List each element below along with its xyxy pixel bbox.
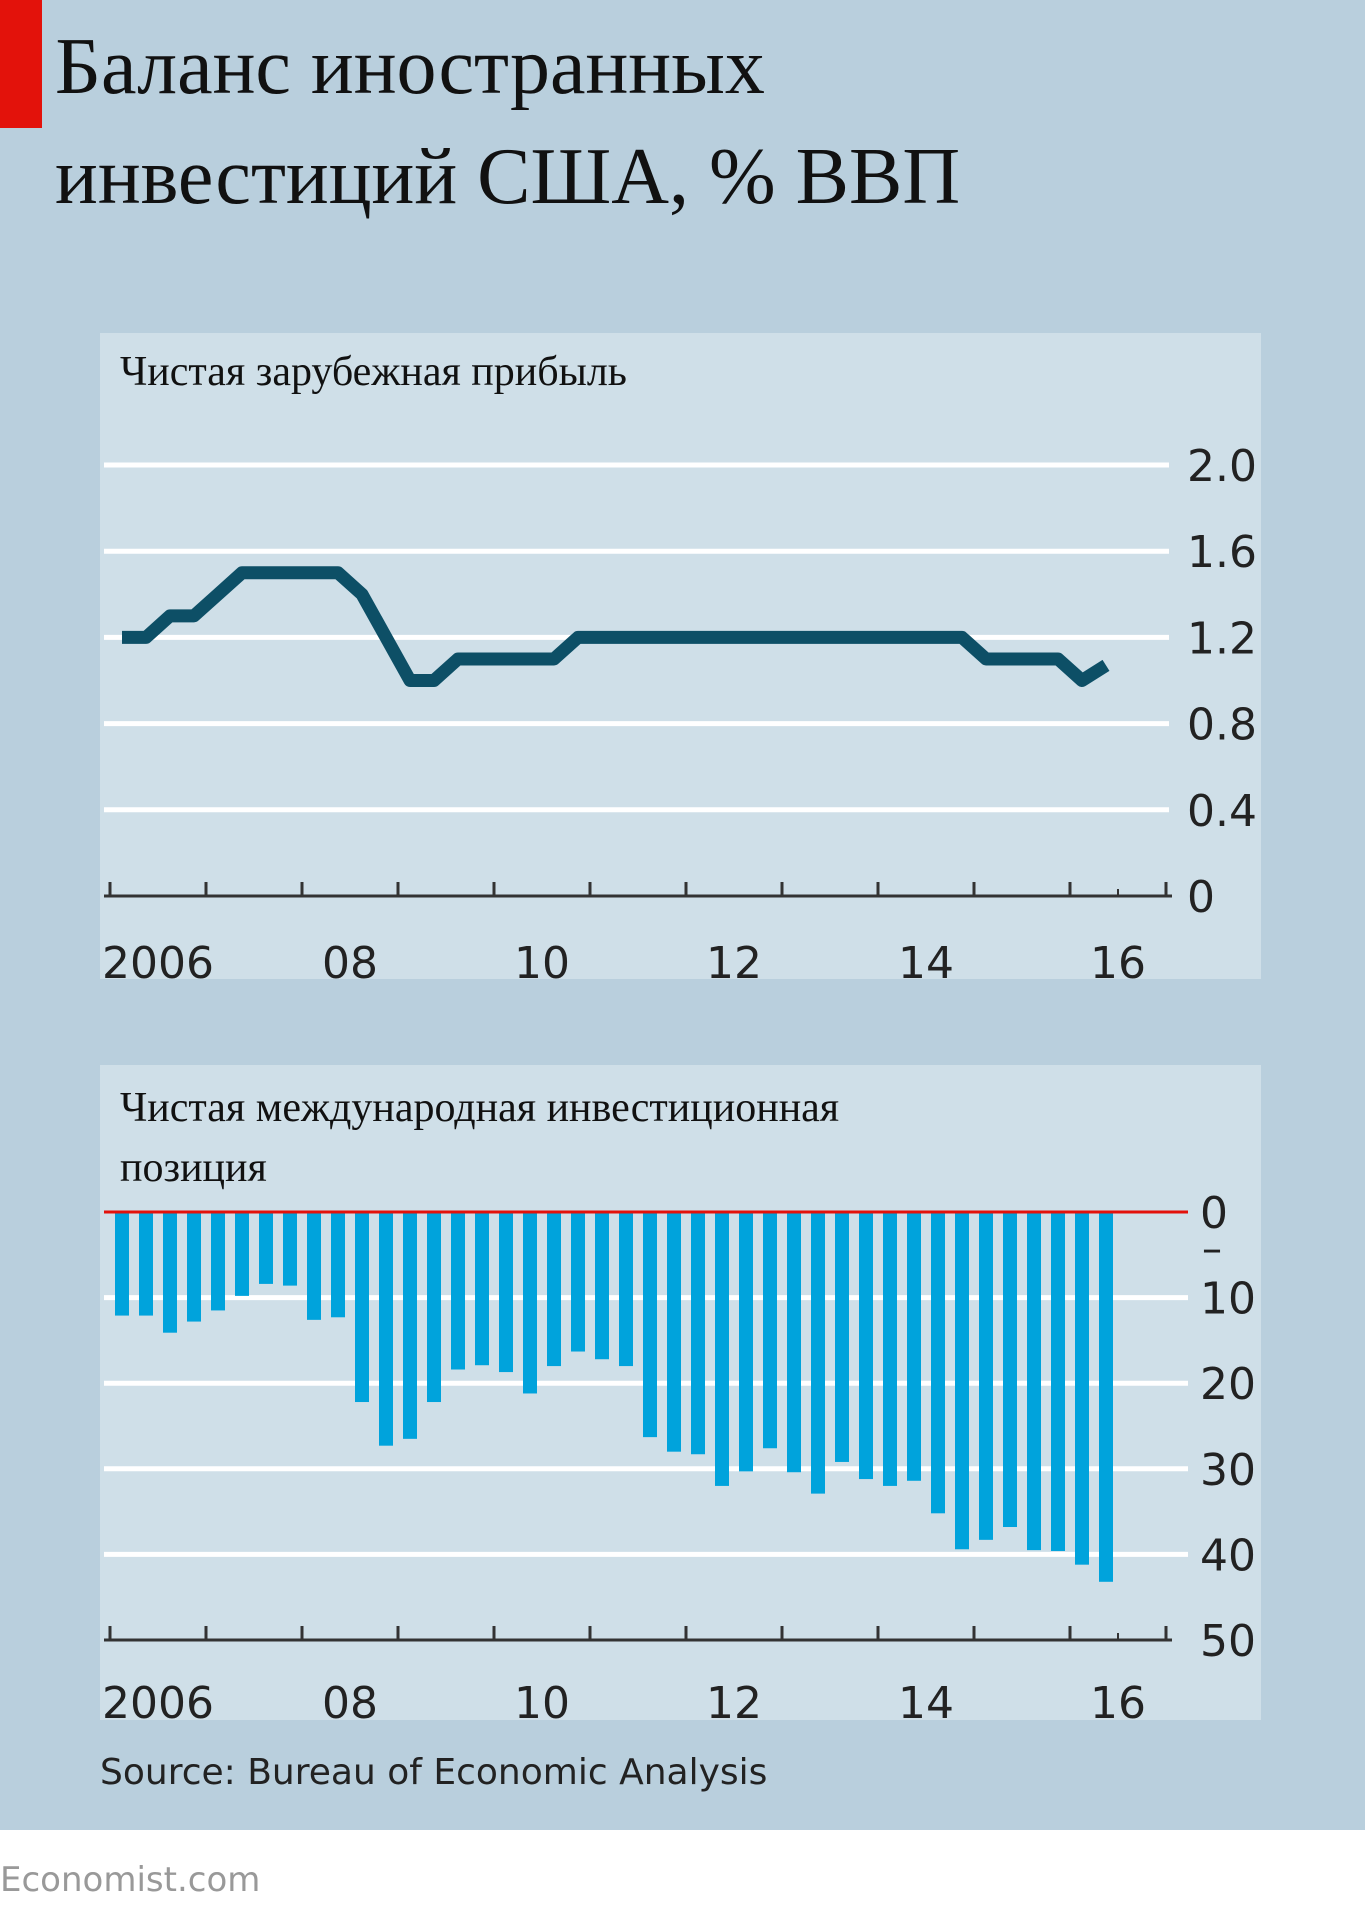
bar-chart-bar [379,1212,393,1446]
bar-chart-bar [139,1212,153,1316]
bar-chart-bar [115,1212,129,1316]
bar-chart-bar [619,1212,633,1367]
bar-chart-y-tick-label: 30 [1200,1445,1256,1496]
bar-chart-bar [211,1212,225,1311]
source-note: Source: Bureau of Economic Analysis [100,1752,768,1793]
bar-chart-bar [451,1212,465,1370]
bar-chart-bar [835,1212,849,1462]
line-chart-x-tick-label: 12 [706,938,762,989]
bar-chart-bar [643,1212,657,1438]
line-chart-y-tick-label: 0.8 [1187,700,1257,751]
bar-chart-bar [283,1212,297,1286]
bar-chart-bar [787,1212,801,1473]
bar-chart-bar [1075,1212,1089,1565]
bar-chart-bar [307,1212,321,1320]
bar-chart-y-tick-label: 20 [1200,1359,1256,1410]
bar-chart-bar [931,1212,945,1514]
bar-chart-bar [403,1212,417,1439]
bar-chart-title-line-2: позиция [120,1145,267,1191]
line-chart-x-tick-label: 10 [514,938,570,989]
line-chart-y-tick-label: 1.2 [1187,613,1257,664]
bar-chart-bar [187,1212,201,1322]
bar-chart-bar [547,1212,561,1367]
bar-chart-bar [859,1212,873,1480]
line-chart-title: Чистая зарубежная прибыль [120,349,627,395]
bar-chart-bar [355,1212,369,1403]
bar-chart-x-tick-label: 2006 [102,1678,214,1729]
bar-chart-bar [715,1212,729,1486]
line-chart-y-tick-label: 1.6 [1187,527,1257,578]
charts-svg: 2.0 1.6 1.2 0.8 0.4 0 2006 08 10 12 14 16 0 10 20 30 40 5… [102,441,1257,1729]
bar-chart-bar [163,1212,177,1333]
bar-chart-bar [883,1212,897,1486]
bar-chart-negative-marker: – [1202,1226,1222,1272]
bar-chart-bar [691,1212,705,1455]
title-line-2: инвестиций США, % ВВП [55,133,961,221]
bar-chart-bar [763,1212,777,1449]
bar-chart-bar [907,1212,921,1481]
bar-chart-bar [475,1212,489,1366]
brand-logo-text: Economist.com [0,1860,261,1900]
line-chart-y-tick-label: 0 [1187,872,1215,923]
title-line-1: Баланс иностранных [55,23,765,111]
line-chart-x-tick-label: 2006 [102,938,214,989]
bar-chart-x-tick-label: 08 [322,1678,378,1729]
bar-chart-y-tick-label: 40 [1200,1530,1256,1581]
chart-page: Баланс иностранных инвестиций США, % ВВП… [0,0,1365,1830]
bar-chart-bar [811,1212,825,1494]
bar-chart-x-tick-label: 10 [514,1678,570,1729]
bar-chart-bar [331,1212,345,1318]
accent-bar [0,0,42,128]
bar-chart-x-tick-label: 16 [1090,1678,1146,1729]
bar-chart-bar [427,1212,441,1403]
bar-chart-y-tick-label: 0 [1200,1188,1228,1239]
bar-chart-bar [235,1212,249,1296]
bar-chart-bar [739,1212,753,1472]
chart-title: Баланс иностранных инвестиций США, % ВВП [55,12,960,232]
bar-chart-bar [1003,1212,1017,1528]
line-chart-x-tick-label: 14 [898,938,954,989]
bar-chart-bar [595,1212,609,1360]
bar-chart-y-tick-label: 50 [1200,1616,1256,1667]
bar-chart-x-tick-label: 14 [898,1678,954,1729]
net-income-panel [100,333,1261,979]
bar-chart-bar [1027,1212,1041,1551]
line-chart-y-tick-label: 2.0 [1187,441,1257,492]
bar-chart-bar [499,1212,513,1373]
bar-chart-bar [667,1212,681,1452]
bar-chart-title-line-1: Чистая международная инвестиционная [120,1085,840,1131]
bar-chart-bar [1099,1212,1113,1582]
line-chart-x-tick-label: 16 [1090,938,1146,989]
line-chart-x-tick-label: 08 [322,938,378,989]
bar-chart-bar [571,1212,585,1352]
bar-chart-bar [979,1212,993,1540]
bar-chart-bar [523,1212,537,1394]
line-chart-y-tick-label: 0.4 [1187,786,1257,837]
bar-chart-bar [259,1212,273,1284]
bar-chart-bar [955,1212,969,1550]
bar-chart-x-tick-label: 12 [706,1678,762,1729]
line-chart-series-net-income [122,566,1110,687]
bar-chart-bar [1051,1212,1065,1551]
bar-chart-y-tick-label: 10 [1200,1274,1256,1325]
